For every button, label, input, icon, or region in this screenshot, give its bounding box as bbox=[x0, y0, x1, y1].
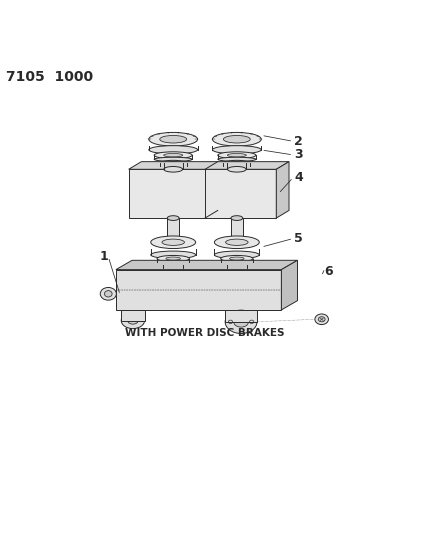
Ellipse shape bbox=[225, 310, 256, 334]
Ellipse shape bbox=[159, 160, 186, 166]
Ellipse shape bbox=[212, 146, 261, 154]
Ellipse shape bbox=[154, 157, 192, 161]
Ellipse shape bbox=[230, 216, 242, 221]
Polygon shape bbox=[115, 270, 281, 310]
Text: WITH POWER DISC BRAKES: WITH POWER DISC BRAKES bbox=[125, 328, 284, 338]
Ellipse shape bbox=[233, 264, 240, 266]
Ellipse shape bbox=[159, 135, 186, 143]
Ellipse shape bbox=[226, 266, 246, 269]
Polygon shape bbox=[281, 260, 297, 310]
Text: 5: 5 bbox=[294, 232, 302, 245]
Ellipse shape bbox=[167, 216, 179, 221]
Text: 3: 3 bbox=[294, 148, 302, 161]
Ellipse shape bbox=[217, 157, 255, 161]
Ellipse shape bbox=[229, 257, 244, 260]
Ellipse shape bbox=[150, 251, 195, 259]
Ellipse shape bbox=[127, 317, 138, 324]
Ellipse shape bbox=[220, 255, 252, 262]
Polygon shape bbox=[225, 310, 256, 322]
Polygon shape bbox=[276, 161, 288, 218]
Ellipse shape bbox=[220, 261, 252, 264]
Ellipse shape bbox=[157, 261, 189, 264]
Ellipse shape bbox=[164, 166, 182, 172]
Ellipse shape bbox=[214, 251, 259, 259]
Ellipse shape bbox=[163, 266, 183, 269]
Ellipse shape bbox=[148, 146, 197, 154]
Polygon shape bbox=[128, 169, 276, 218]
Ellipse shape bbox=[217, 152, 255, 159]
Ellipse shape bbox=[148, 132, 197, 146]
Bar bbox=[230, 218, 242, 241]
Ellipse shape bbox=[227, 166, 245, 172]
Text: 4: 4 bbox=[294, 171, 302, 184]
Ellipse shape bbox=[163, 263, 183, 267]
Polygon shape bbox=[115, 260, 297, 270]
Ellipse shape bbox=[167, 239, 179, 244]
Ellipse shape bbox=[230, 239, 242, 244]
Text: 1: 1 bbox=[100, 250, 108, 263]
Ellipse shape bbox=[231, 161, 242, 165]
Bar bbox=[167, 218, 179, 241]
Ellipse shape bbox=[214, 236, 259, 248]
Ellipse shape bbox=[225, 239, 248, 245]
Ellipse shape bbox=[150, 236, 195, 248]
Ellipse shape bbox=[163, 154, 182, 157]
Ellipse shape bbox=[223, 164, 250, 168]
Ellipse shape bbox=[169, 264, 176, 266]
Polygon shape bbox=[121, 310, 144, 320]
Text: 2: 2 bbox=[294, 135, 302, 148]
Ellipse shape bbox=[233, 317, 248, 327]
Ellipse shape bbox=[121, 312, 144, 329]
Ellipse shape bbox=[317, 317, 324, 322]
Ellipse shape bbox=[167, 161, 178, 165]
Ellipse shape bbox=[227, 154, 246, 157]
Ellipse shape bbox=[226, 263, 246, 267]
Ellipse shape bbox=[212, 132, 261, 146]
Ellipse shape bbox=[166, 257, 180, 260]
Ellipse shape bbox=[100, 287, 116, 300]
Ellipse shape bbox=[157, 255, 189, 262]
Ellipse shape bbox=[314, 314, 328, 325]
Polygon shape bbox=[128, 161, 288, 169]
Ellipse shape bbox=[104, 290, 112, 297]
Ellipse shape bbox=[154, 152, 192, 159]
Text: 7105  1000: 7105 1000 bbox=[6, 70, 93, 84]
Ellipse shape bbox=[223, 135, 250, 143]
Ellipse shape bbox=[223, 160, 250, 166]
Ellipse shape bbox=[161, 239, 184, 245]
Text: 6: 6 bbox=[324, 265, 332, 278]
Ellipse shape bbox=[159, 164, 186, 168]
